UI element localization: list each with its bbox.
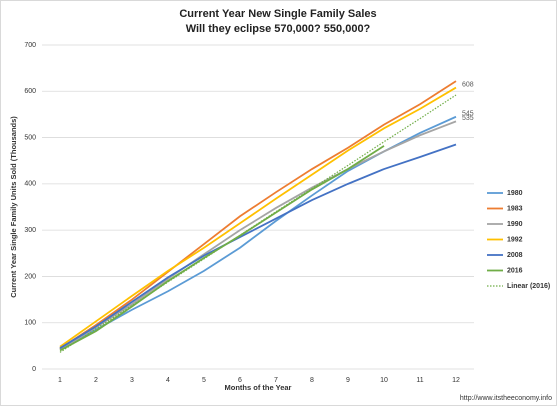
legend-label: 2016 <box>507 267 523 274</box>
y-tick-label: 500 <box>24 134 36 141</box>
source: http://www.itstheeconomy.info <box>460 395 552 402</box>
x-tick-label: 11 <box>416 377 423 384</box>
series-line <box>59 86 457 348</box>
y-tick-label: 100 <box>24 320 36 327</box>
x-tick-label: 5 <box>202 377 206 384</box>
x-tick-label: 10 <box>380 377 388 384</box>
legend-label: 1990 <box>507 221 523 228</box>
y-tick-label: 300 <box>24 227 36 234</box>
x-tick-label: 9 <box>346 377 350 384</box>
chart-title: Current Year New Single Family Sales <box>179 8 376 20</box>
series-line <box>59 143 457 349</box>
y-tick-label: 600 <box>24 88 36 95</box>
x-axis-title: Months of the Year <box>225 383 292 392</box>
x-tick-label: 3 <box>130 377 134 384</box>
chart-subtitle: Will they eclipse 570,000? 550,000? <box>186 23 371 35</box>
legend-label: 1980 <box>507 190 523 197</box>
x-tick-label: 4 <box>166 377 170 384</box>
legend-label: Linear (2016) <box>507 283 550 290</box>
x-tick-label: 2 <box>94 377 98 384</box>
data-label: 608 <box>462 81 474 88</box>
y-tick-label: 200 <box>24 273 36 280</box>
y-axis-title: Current Year Single Family Units Sold (T… <box>9 116 18 298</box>
series-line <box>59 80 457 350</box>
legend-label: 1983 <box>507 205 523 212</box>
x-tick-label: 7 <box>274 377 278 384</box>
legend-label: 2008 <box>507 252 523 259</box>
y-tick-label: 0 <box>32 366 36 373</box>
x-tick-label: 6 <box>238 377 242 384</box>
y-tick-label: 700 <box>24 42 36 49</box>
legend-label: 1992 <box>507 236 523 243</box>
series-line <box>59 94 457 353</box>
x-tick-label: 8 <box>310 377 314 384</box>
data-label: 545 <box>462 111 474 118</box>
data-label: 535 <box>462 115 474 122</box>
y-tick-label: 400 <box>24 181 36 188</box>
x-tick-label: 12 <box>452 377 460 384</box>
series-line <box>59 120 457 351</box>
x-tick-label: 1 <box>58 377 62 384</box>
